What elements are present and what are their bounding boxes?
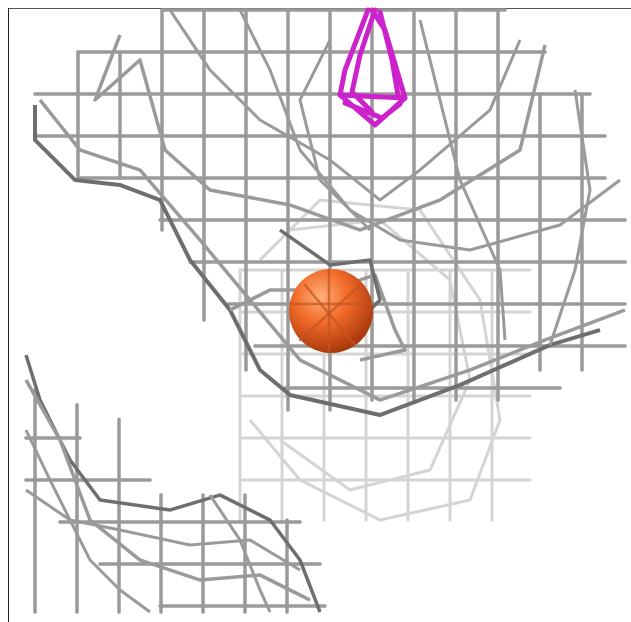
mesh-segment [303,283,357,347]
viewport-border-left [8,8,9,622]
density-mesh-front [33,8,627,417]
mesh-contour [248,198,502,522]
mesh-contour [24,354,322,613]
orange-atom-sphere [289,268,374,354]
mesh-contour [168,9,522,202]
ligand-bond [377,9,401,98]
density-mesh-back [238,198,532,522]
mesh-contour [238,9,621,252]
mesh-contour [208,494,272,613]
density-mesh-lower-left [24,354,327,614]
mesh-contour [418,19,507,341]
mesh-contour [298,39,372,232]
ligand-bond [342,100,403,121]
mesh-segment [298,283,362,342]
mesh-contour [93,34,547,232]
mesh-contour [24,379,311,602]
mesh-contour [24,429,151,614]
mesh-contour [25,488,301,572]
mesh-contour [38,98,626,402]
ligand-sticks [337,7,408,128]
ligand-bond [337,92,408,101]
ligand-bond [349,7,378,115]
mesh-contour [548,89,592,346]
